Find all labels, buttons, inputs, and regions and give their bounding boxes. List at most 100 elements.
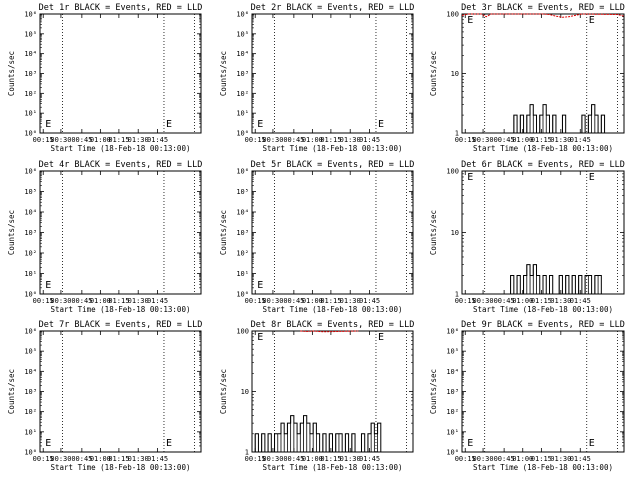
panel-det2: Det 2r BLACK = Events, RED = LLD 10⁰ 10¹ 10… — [219, 3, 414, 153]
x-tick-label: 00:45 — [283, 455, 304, 463]
x-tick-label: 00:30 — [473, 136, 494, 144]
x-tick-label: 01:15 — [531, 455, 552, 463]
y-tick-label: 1 — [455, 291, 459, 299]
event-marker: E — [166, 119, 172, 130]
x-tick-label: 00:45 — [71, 136, 92, 144]
x-tick-label: 00:45 — [71, 455, 92, 463]
plot-frame — [251, 13, 414, 134]
x-axis-label: Start Time (18-Feb-18 00:13:00) — [51, 463, 191, 472]
x-tick-label: 01:30 — [128, 136, 149, 144]
event-marker: E — [467, 15, 473, 26]
y-tick-label: 10³ — [24, 388, 37, 396]
event-marker: E — [589, 172, 595, 183]
y-tick-label: 100 — [236, 328, 249, 336]
y-tick-label: 10⁴ — [24, 209, 37, 217]
y-axis-label: Counts/sec — [7, 210, 16, 255]
y-tick-label: 10⁵ — [236, 30, 249, 38]
x-tick-label: 00:15 — [455, 455, 476, 463]
y-tick-label: 10¹ — [236, 270, 249, 278]
panel-title: Det 1r BLACK = Events, RED = LLD — [39, 3, 203, 13]
event-marker: E — [589, 438, 595, 449]
panel-title: Det 9r BLACK = Events, RED = LLD — [461, 320, 625, 330]
y-tick-label: 10² — [24, 408, 37, 416]
x-tick-label: 01:15 — [108, 455, 129, 463]
x-axis-label: Start Time (18-Feb-18 00:13:00) — [473, 305, 613, 314]
panel-title: Det 5r BLACK = Events, RED = LLD — [251, 160, 415, 170]
x-tick-label: 01:15 — [108, 136, 129, 144]
x-tick-label: 01:00 — [90, 455, 111, 463]
x-tick-label: 00:30 — [50, 136, 71, 144]
y-tick-label: 100 — [446, 168, 459, 176]
events-trace — [510, 104, 608, 134]
event-marker: E — [378, 119, 384, 130]
y-axis-label: Counts/sec — [429, 369, 438, 414]
y-tick-label: 1 — [455, 130, 459, 138]
panel-title: Det 3r BLACK = Events, RED = LLD — [461, 3, 625, 13]
x-tick-label: 01:45 — [359, 136, 380, 144]
y-tick-label: 10⁵ — [24, 348, 37, 356]
y-tick-label: 10⁶ — [24, 328, 37, 336]
y-axis-label: Counts/sec — [219, 369, 228, 414]
event-marker: E — [166, 438, 172, 449]
x-tick-label: 01:30 — [340, 455, 361, 463]
y-axis-label: Counts/sec — [219, 51, 228, 96]
x-tick-label: 01:45 — [147, 297, 168, 305]
y-tick-label: 10⁵ — [24, 188, 37, 196]
x-tick-label: 01:45 — [359, 455, 380, 463]
x-tick-label: 00:45 — [71, 297, 92, 305]
panel-det7: Det 7r BLACK = Events, RED = LLD 10⁰ 10¹ 10… — [7, 320, 202, 472]
x-tick-label: 00:30 — [473, 297, 494, 305]
y-tick-label: 100 — [446, 11, 459, 19]
x-tick-label: 00:15 — [245, 455, 266, 463]
plot-frame — [251, 170, 414, 295]
y-tick-label: 10 — [451, 229, 459, 237]
y-tick-label: 10⁰ — [236, 291, 249, 299]
y-tick-label: 10⁰ — [24, 449, 37, 457]
x-tick-label: 01:30 — [550, 136, 571, 144]
y-axis-label: Counts/sec — [219, 210, 228, 255]
x-axis-label: Start Time (18-Feb-18 00:13:00) — [51, 305, 191, 314]
x-tick-label: 01:00 — [302, 455, 323, 463]
panel-title: Det 2r BLACK = Events, RED = LLD — [251, 3, 415, 13]
panel-det6: Det 6r BLACK = Events, RED = LLD 1 10 100 00… — [429, 160, 625, 314]
y-tick-label: 10⁶ — [24, 168, 37, 176]
event-marker: E — [257, 280, 263, 291]
event-marker: E — [45, 280, 51, 291]
x-tick-label: 00:30 — [50, 455, 71, 463]
x-tick-label: 01:00 — [512, 297, 533, 305]
y-axis-label: Counts/sec — [7, 369, 16, 414]
x-tick-label: 01:00 — [302, 136, 323, 144]
y-tick-label: 10⁵ — [236, 188, 249, 196]
y-tick-label: 10⁴ — [446, 368, 459, 376]
x-tick-label: 01:00 — [512, 455, 533, 463]
y-tick-label: 10⁶ — [24, 11, 37, 19]
y-tick-label: 10¹ — [24, 428, 37, 436]
x-tick-label: 01:15 — [531, 136, 552, 144]
x-tick-label: 01:15 — [108, 297, 129, 305]
panel-det5: Det 5r BLACK = Events, RED = LLD 10⁰ 10¹ 10… — [219, 160, 414, 314]
y-tick-label: 10⁶ — [236, 168, 249, 176]
x-tick-label: 00:30 — [50, 297, 71, 305]
y-tick-label: 10⁰ — [236, 130, 249, 138]
x-tick-label: 01:00 — [90, 136, 111, 144]
event-marker: E — [45, 438, 51, 449]
x-axis-label: Start Time (18-Feb-18 00:13:00) — [263, 463, 403, 472]
panel-title: Det 4r BLACK = Events, RED = LLD — [39, 160, 203, 170]
x-tick-label: 01:30 — [128, 455, 149, 463]
y-tick-label: 10¹ — [446, 428, 459, 436]
y-tick-label: 10 — [451, 70, 459, 78]
event-marker: E — [467, 438, 473, 449]
event-marker: E — [378, 332, 384, 343]
x-tick-label: 01:15 — [320, 297, 341, 305]
plot-frame — [39, 13, 202, 134]
x-axis-label: Start Time (18-Feb-18 00:13:00) — [263, 144, 403, 153]
panel-title: Det 6r BLACK = Events, RED = LLD — [461, 160, 625, 170]
x-tick-label: 00:45 — [494, 297, 515, 305]
y-tick-label: 10⁴ — [24, 368, 37, 376]
x-tick-label: 01:30 — [550, 455, 571, 463]
x-axis-label: Start Time (18-Feb-18 00:13:00) — [51, 144, 191, 153]
x-tick-label: 01:45 — [570, 455, 591, 463]
y-tick-label: 10⁶ — [236, 11, 249, 19]
x-tick-label: 01:15 — [320, 455, 341, 463]
